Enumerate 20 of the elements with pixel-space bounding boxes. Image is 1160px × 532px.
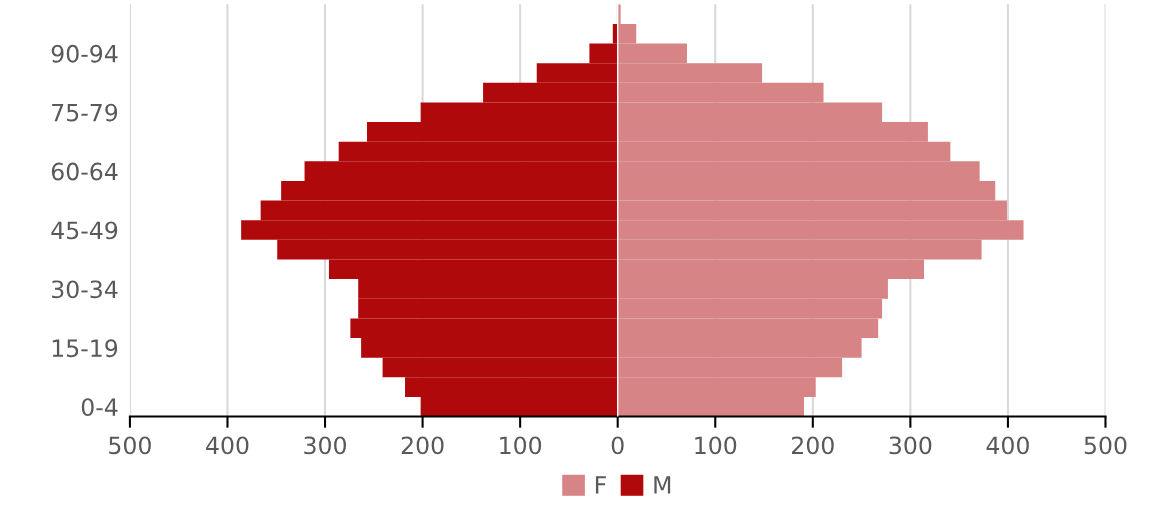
y-tick-label: 75-79 xyxy=(52,103,118,122)
y-tick-label: 45-49 xyxy=(51,221,118,240)
x-tick-label: 400 xyxy=(206,436,249,455)
legend-label: M xyxy=(654,476,671,494)
y-tick-label: 0-4 xyxy=(81,398,118,417)
legend-label: F xyxy=(595,476,606,494)
x-tick-label: 300 xyxy=(304,436,346,455)
x-tick-label: 100 xyxy=(500,436,542,455)
y-tick-label: 15-19 xyxy=(52,339,118,358)
x-tick-label: 100 xyxy=(695,436,737,455)
x-tick-label: 500 xyxy=(1084,436,1127,455)
y-tick-label: 90-94 xyxy=(51,44,118,63)
x-tick-label: 200 xyxy=(792,436,834,455)
y-tick-label: 30-34 xyxy=(52,280,118,299)
y-tick-label: 60-64 xyxy=(51,162,118,181)
x-tick-label: 500 xyxy=(109,436,151,455)
x-tick-label: 0 xyxy=(611,436,624,455)
x-tick-label: 400 xyxy=(986,436,1029,455)
x-tick-label: 200 xyxy=(401,436,444,455)
x-tick-label: 300 xyxy=(889,436,932,455)
